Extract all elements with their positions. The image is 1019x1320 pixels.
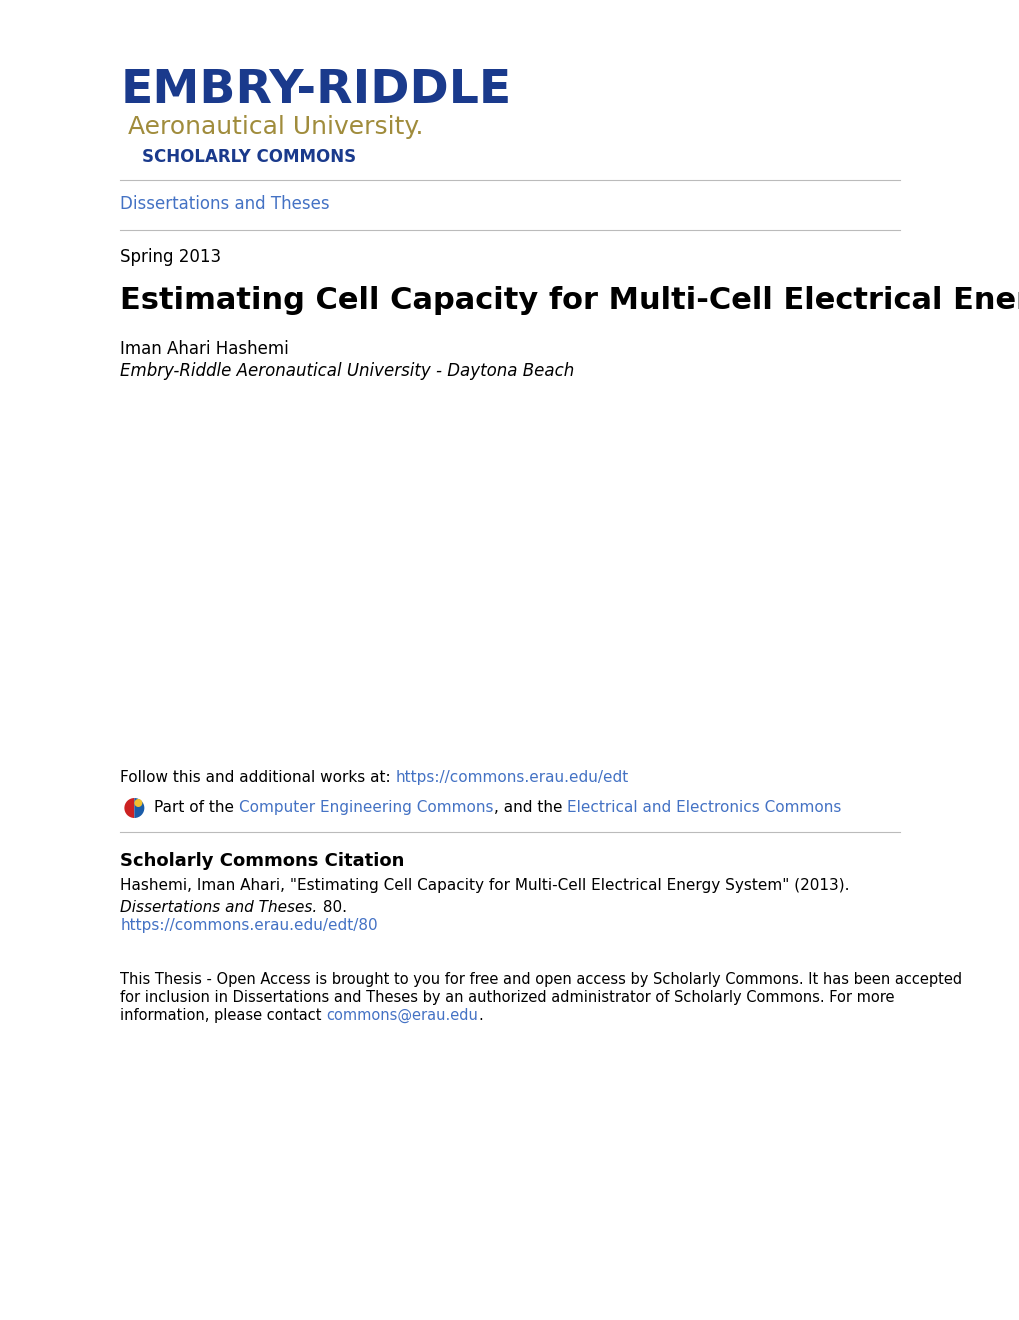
Text: https://commons.erau.edu/edt/80: https://commons.erau.edu/edt/80 — [120, 917, 378, 933]
Text: EMBRY-RIDDLE: EMBRY-RIDDLE — [120, 69, 512, 114]
Circle shape — [135, 799, 143, 807]
Text: Spring 2013: Spring 2013 — [120, 248, 221, 267]
Text: Scholarly Commons Citation: Scholarly Commons Citation — [120, 851, 405, 870]
Text: Dissertations and Theses.: Dissertations and Theses. — [120, 900, 317, 915]
Text: Aeronautical University.: Aeronautical University. — [128, 115, 424, 139]
Text: Electrical and Electronics Commons: Electrical and Electronics Commons — [567, 800, 841, 814]
Text: , and the: , and the — [493, 800, 567, 814]
Text: commons@erau.edu: commons@erau.edu — [326, 1008, 478, 1023]
Text: Iman Ahari Hashemi: Iman Ahari Hashemi — [120, 341, 288, 358]
Wedge shape — [124, 799, 135, 818]
Text: .: . — [478, 1008, 483, 1023]
Wedge shape — [135, 799, 145, 818]
Text: 80.: 80. — [317, 900, 346, 915]
Text: Computer Engineering Commons: Computer Engineering Commons — [239, 800, 493, 814]
Text: for inclusion in Dissertations and Theses by an authorized administrator of Scho: for inclusion in Dissertations and These… — [120, 990, 894, 1005]
Text: information, please contact: information, please contact — [120, 1008, 326, 1023]
Text: Part of the: Part of the — [154, 800, 239, 814]
Text: Embry-Riddle Aeronautical University - Daytona Beach: Embry-Riddle Aeronautical University - D… — [120, 362, 574, 380]
Text: SCHOLARLY COMMONS: SCHOLARLY COMMONS — [143, 148, 356, 166]
Text: https://commons.erau.edu/edt: https://commons.erau.edu/edt — [395, 770, 629, 785]
Text: Follow this and additional works at:: Follow this and additional works at: — [120, 770, 395, 785]
Text: Estimating Cell Capacity for Multi-Cell Electrical Energy System: Estimating Cell Capacity for Multi-Cell … — [120, 286, 1019, 315]
Text: Hashemi, Iman Ahari, "Estimating Cell Capacity for Multi-Cell Electrical Energy : Hashemi, Iman Ahari, "Estimating Cell Ca… — [120, 878, 849, 894]
Text: This Thesis - Open Access is brought to you for free and open access by Scholarl: This Thesis - Open Access is brought to … — [120, 972, 962, 987]
Text: Dissertations and Theses: Dissertations and Theses — [120, 195, 330, 213]
